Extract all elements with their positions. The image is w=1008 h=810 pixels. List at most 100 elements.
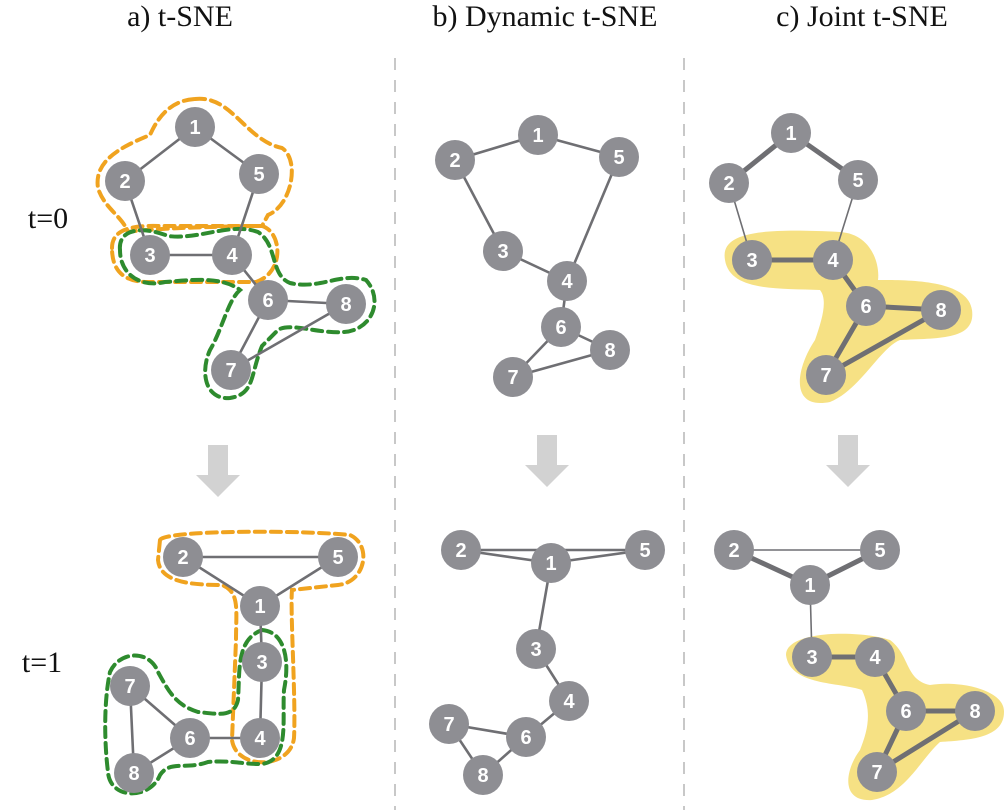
node-label: 8 [340, 294, 351, 316]
node-circle [506, 717, 546, 757]
node-2: 2 [714, 530, 754, 570]
node-circle [955, 691, 995, 731]
node-label: 2 [177, 547, 188, 569]
node-1: 1 [175, 107, 215, 147]
node-5: 5 [599, 137, 639, 177]
node-label: 1 [254, 596, 265, 618]
node-label: 5 [253, 164, 264, 186]
node-label: 7 [507, 367, 518, 389]
node-circle [792, 637, 832, 677]
node-circle [114, 753, 154, 793]
node-label: 1 [785, 123, 796, 145]
node-2: 2 [435, 140, 475, 180]
node-label: 2 [119, 171, 130, 193]
node-circle [240, 586, 280, 626]
node-1: 1 [240, 586, 280, 626]
time-label-t0: t=0 [28, 202, 68, 235]
node-label: 7 [820, 365, 831, 387]
graph-panels: 1 2 3 4 5 6 7 8 1 2 3 4 5 6 7 8 1 2 3 4 5 6 7 8 1 2 3 4 5 6 7 8 1 2 3 4 5 6 7 8… [105, 107, 995, 795]
node-label: 5 [332, 547, 343, 569]
node-label: 7 [871, 762, 882, 784]
edge-7-8 [823, 307, 944, 378]
orange-cluster-outline-t0 [95, 96, 294, 235]
node-label: 4 [869, 647, 881, 669]
graph-panel-a_tsne_t1: 1 2 3 4 5 6 7 8 [110, 537, 358, 793]
node-2: 2 [163, 537, 203, 577]
node-label: 4 [254, 728, 266, 750]
node-label: 7 [443, 714, 454, 736]
node-1: 1 [531, 543, 571, 583]
node-5: 5 [239, 154, 279, 194]
node-label: 6 [900, 701, 911, 723]
node-8: 8 [326, 284, 366, 324]
orange-cluster-outline-t0-lower [109, 223, 280, 284]
node-circle [211, 350, 251, 390]
node-label: 6 [184, 728, 195, 750]
node-label: 6 [520, 727, 531, 749]
node-circle [846, 286, 886, 326]
node-7: 7 [110, 666, 150, 706]
node-label: 7 [124, 676, 135, 698]
node-label: 6 [555, 317, 566, 339]
node-6: 6 [886, 691, 926, 731]
column-title-dynamic-tsne: b) Dynamic t-SNE [433, 0, 658, 33]
node-7: 7 [493, 357, 533, 397]
node-label: 4 [827, 250, 839, 272]
node-circle [732, 240, 772, 280]
edge-4-5 [565, 155, 621, 283]
green-cluster-outline-t0 [117, 226, 377, 401]
node-circle [857, 752, 897, 792]
node-circle [483, 231, 523, 271]
node-1: 1 [790, 565, 830, 605]
node-8: 8 [955, 691, 995, 731]
node-circle [547, 261, 587, 301]
node-circle [463, 755, 503, 795]
node-label: 3 [497, 241, 508, 263]
node-label: 8 [604, 340, 615, 362]
node-circle [806, 355, 846, 395]
node-3: 3 [130, 235, 170, 275]
node-label: 3 [806, 647, 817, 669]
node-circle [518, 115, 558, 155]
node-circle [771, 113, 811, 153]
node-circle [170, 718, 210, 758]
node-label: 6 [860, 296, 871, 318]
node-circle [318, 537, 358, 577]
time-label-t1: t=1 [22, 646, 62, 679]
node-circle [240, 718, 280, 758]
column-title-tsne: a) t-SNE [127, 0, 233, 33]
node-6: 6 [506, 717, 546, 757]
orange-cluster-outline-t1 [155, 529, 366, 765]
node-circle [429, 704, 469, 744]
node-circle [105, 161, 145, 201]
node-circle [110, 666, 150, 706]
node-circle [709, 163, 749, 203]
node-4: 4 [240, 718, 280, 758]
node-5: 5 [860, 530, 900, 570]
graph-panel-b_dynamic_t0: 1 2 3 4 5 6 7 8 [435, 115, 639, 397]
node-circle [714, 530, 754, 570]
node-circle [212, 235, 252, 275]
node-7: 7 [429, 704, 469, 744]
node-circle [921, 290, 961, 330]
node-2: 2 [441, 530, 481, 570]
node-label: 2 [449, 150, 460, 172]
node-circle [435, 140, 475, 180]
node-circle [790, 565, 830, 605]
node-label: 2 [728, 540, 739, 562]
column-title-joint-tsne: c) Joint t-SNE [776, 0, 948, 33]
transition-arrow-3 [826, 435, 870, 487]
node-label: 8 [477, 765, 488, 787]
transition-arrow-2 [525, 435, 569, 487]
yellow-cluster-highlight-t0 [724, 230, 973, 404]
node-circle [163, 537, 203, 577]
node-circle [625, 530, 665, 570]
node-label: 3 [256, 652, 267, 674]
node-4: 4 [212, 235, 252, 275]
node-label: 5 [639, 540, 650, 562]
node-5: 5 [838, 160, 878, 200]
node-label: 8 [128, 763, 139, 785]
node-label: 1 [804, 575, 815, 597]
node-5: 5 [318, 537, 358, 577]
